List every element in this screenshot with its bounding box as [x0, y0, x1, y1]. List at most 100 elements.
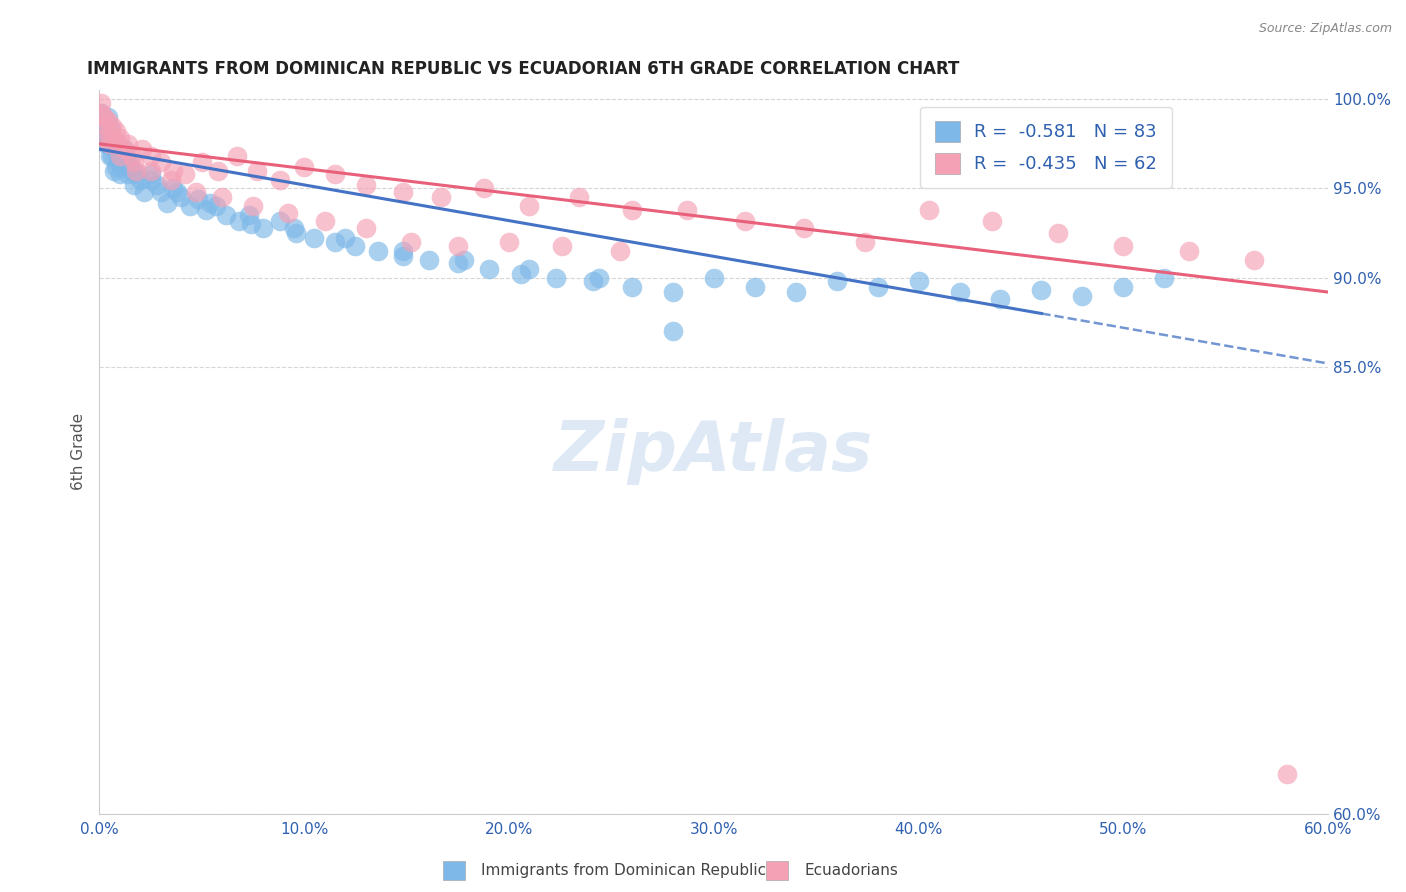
Point: [93, 110, 115, 124]
Point: [98, 136, 121, 151]
Point: [744, 279, 766, 293]
Text: ZipAtlas: ZipAtlas: [554, 418, 873, 485]
Legend: R =  -0.581   N = 83, R =  -0.435   N = 62: R = -0.581 N = 83, R = -0.435 N = 62: [920, 106, 1171, 188]
Point: [447, 238, 470, 252]
Point: [187, 192, 209, 206]
Point: [120, 160, 142, 174]
Point: [94, 119, 117, 133]
Point: [179, 199, 201, 213]
Point: [134, 185, 156, 199]
Point: [662, 285, 685, 299]
Point: [107, 154, 129, 169]
Point: [447, 256, 470, 270]
Point: [129, 172, 152, 186]
Point: [93, 131, 115, 145]
Point: [907, 274, 929, 288]
Point: [354, 220, 377, 235]
Point: [335, 231, 357, 245]
Point: [269, 172, 291, 186]
Point: [662, 324, 685, 338]
Point: [825, 274, 848, 288]
Point: [103, 140, 125, 154]
Point: [609, 244, 631, 258]
Point: [121, 163, 143, 178]
Point: [194, 202, 217, 217]
Point: [676, 202, 699, 217]
Point: [981, 213, 1004, 227]
Point: [418, 252, 440, 267]
Point: [94, 136, 117, 151]
Point: [990, 292, 1012, 306]
Point: [568, 190, 591, 204]
Point: [866, 279, 889, 293]
Point: [97, 136, 120, 151]
Point: [853, 235, 876, 249]
Point: [207, 163, 229, 178]
Point: [160, 172, 183, 186]
Text: Source: ZipAtlas.com: Source: ZipAtlas.com: [1258, 22, 1392, 36]
Point: [93, 131, 115, 145]
Point: [104, 145, 127, 160]
Point: [117, 136, 139, 151]
Point: [170, 190, 193, 204]
Point: [242, 199, 264, 213]
Text: IMMIGRANTS FROM DOMINICAN REPUBLIC VS ECUADORIAN 6TH GRADE CORRELATION CHART: IMMIGRANTS FROM DOMINICAN REPUBLIC VS EC…: [87, 60, 959, 78]
Point: [90, 106, 112, 120]
Point: [519, 199, 541, 213]
Point: [125, 163, 148, 178]
Text: Immigrants from Dominican Republic: Immigrants from Dominican Republic: [481, 863, 766, 878]
Point: [314, 213, 336, 227]
Point: [122, 154, 145, 169]
Point: [100, 119, 122, 133]
Point: [620, 202, 643, 217]
Point: [93, 122, 115, 136]
Point: [108, 149, 131, 163]
Point: [146, 178, 169, 192]
Point: [103, 131, 125, 145]
Point: [131, 142, 153, 156]
Point: [519, 261, 541, 276]
Point: [90, 95, 112, 110]
Point: [162, 181, 184, 195]
Point: [228, 213, 250, 227]
Text: Ecuadorians: Ecuadorians: [804, 863, 898, 878]
Point: [948, 285, 970, 299]
Point: [703, 270, 725, 285]
Point: [104, 160, 127, 174]
Point: [121, 149, 143, 163]
Point: [1071, 288, 1094, 302]
Point: [97, 113, 120, 128]
Point: [97, 110, 120, 124]
Point: [477, 261, 499, 276]
Point: [104, 124, 127, 138]
Point: [108, 149, 131, 163]
Point: [90, 106, 112, 120]
Point: [240, 217, 263, 231]
Point: [453, 252, 475, 267]
Point: [277, 206, 299, 220]
Point: [225, 149, 247, 163]
Point: [269, 213, 291, 227]
Point: [90, 119, 112, 133]
Point: [304, 231, 326, 245]
Point: [162, 163, 184, 178]
Point: [100, 136, 122, 151]
Point: [184, 185, 207, 199]
Point: [98, 149, 121, 163]
Point: [198, 195, 221, 210]
Point: [498, 235, 520, 249]
Point: [94, 128, 117, 142]
Point: [344, 238, 367, 252]
Point: [734, 213, 756, 227]
Point: [174, 167, 197, 181]
Point: [117, 167, 139, 181]
Point: [98, 120, 121, 135]
Point: [354, 178, 377, 192]
Point: [474, 181, 496, 195]
Point: [367, 244, 389, 258]
Point: [1275, 767, 1298, 781]
Point: [785, 285, 807, 299]
Point: [156, 195, 179, 210]
Point: [1031, 283, 1053, 297]
Point: [139, 167, 162, 181]
